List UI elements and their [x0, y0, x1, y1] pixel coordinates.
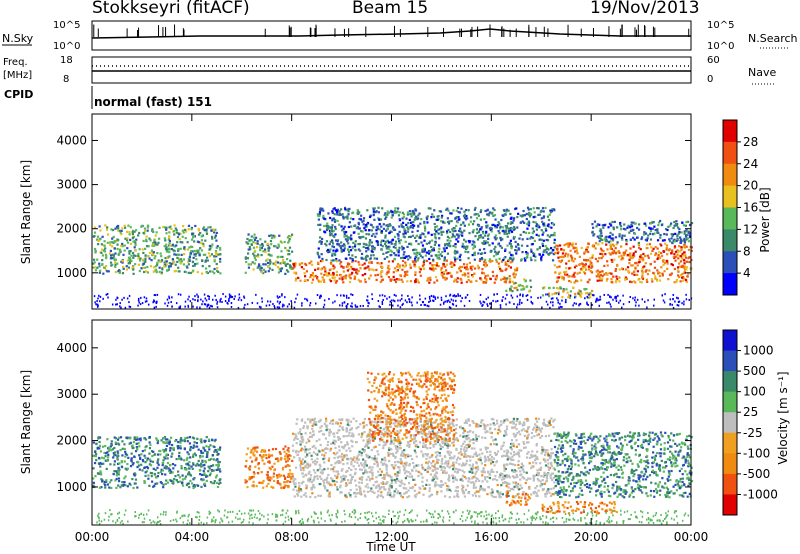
nsearch-label: N.Search — [748, 32, 798, 45]
ytick-label: 3000 — [56, 387, 87, 401]
velocity-panel: 1000 2000 3000 4000 00:00 04:00 08:00 12:00 16:… — [19, 114, 790, 554]
ytick-label: 1000 — [56, 480, 87, 494]
velocity-cbar-tick: 25 — [743, 405, 758, 419]
velocity-ylabel: Slant Range [km] — [19, 370, 33, 474]
power-cbar-tick: 4 — [743, 266, 751, 280]
ytick-label: 2000 — [56, 434, 87, 448]
ytick-label: 3000 — [56, 178, 87, 192]
station-title: Stokkseyri (fitACF) — [92, 0, 250, 18]
nsky-left-tick-top: 10^5 — [53, 20, 80, 31]
velocity-cbar-tick: 500 — [743, 364, 766, 378]
nsky-left-tick-bottom: 10^0 — [53, 41, 80, 52]
beam-title: Beam 15 — [352, 0, 429, 18]
freq-label-line1: Freq. — [3, 57, 28, 68]
cpid-label: CPID — [4, 88, 33, 101]
xtick-label: 20:00 — [574, 530, 609, 544]
cpid-panel: CPID normal (fast) 151 — [4, 86, 212, 109]
xtick-label: 16:00 — [474, 530, 509, 544]
velocity-cbar-tick: 1000 — [743, 344, 774, 358]
velocity-cbar-label: Velocity [m s⁻¹] — [776, 371, 790, 464]
power-cbar-label: Power [dB] — [758, 187, 772, 252]
freq-left-tick-bottom: 8 — [63, 74, 69, 85]
ytick-label: 4000 — [56, 341, 87, 355]
ytick-label: 1000 — [56, 266, 87, 280]
date-title: 19/Nov/2013 — [590, 0, 700, 18]
nsky-trace — [91, 28, 691, 39]
power-panel: 1000 2000 3000 4000 Slant Range [km] 4 8 12 16… — [19, 113, 772, 310]
velocity-cbar-tick: -1000 — [743, 487, 778, 501]
velocity-cbar-tick: 100 — [743, 385, 766, 399]
freq-right-tick-top: 60 — [707, 55, 720, 66]
velocity-cbar-tick: -25 — [743, 426, 763, 440]
xtick-label: 00:00 — [674, 530, 709, 544]
ytick-label: 2000 — [56, 222, 87, 236]
xtick-label: 08:00 — [274, 530, 309, 544]
velocity-xlabel: Time UT — [365, 540, 416, 554]
freq-right-tick-bottom: 0 — [707, 74, 713, 85]
power-cbar-tick: 28 — [743, 135, 758, 149]
cpid-value: normal (fast) 151 — [94, 95, 212, 109]
freq-left-tick-top: 18 — [60, 55, 73, 66]
freq-panel: Freq. [MHz] 18 8 60 0 Nave — [3, 55, 776, 85]
nsky-label: N.Sky — [2, 32, 34, 45]
power-cbar-tick: 16 — [743, 201, 758, 215]
power-cbar-tick: 24 — [743, 157, 758, 171]
nave-label: Nave — [748, 66, 776, 79]
power-cbar-tick: 12 — [743, 222, 758, 236]
ytick-label: 4000 — [56, 133, 87, 147]
power-ylabel: Slant Range [km] — [19, 160, 33, 264]
power-cbar-tick: 20 — [743, 179, 758, 193]
xtick-label: 04:00 — [175, 530, 210, 544]
power-cbar-tick: 8 — [743, 244, 751, 258]
velocity-cbar-tick: -500 — [743, 467, 770, 481]
velocity-cbar-tick: -100 — [743, 446, 770, 460]
xtick-label: 12:00 — [374, 530, 409, 544]
nsky-right-tick-top: 10^5 — [707, 20, 734, 31]
xtick-label: 00:00 — [75, 530, 110, 544]
nsky-panel: N.Sky 10^5 10^0 10^5 10^0 N.Search — [2, 20, 798, 52]
nsky-right-tick-bottom: 10^0 — [707, 41, 734, 52]
freq-label-line2: [MHz] — [3, 70, 32, 81]
